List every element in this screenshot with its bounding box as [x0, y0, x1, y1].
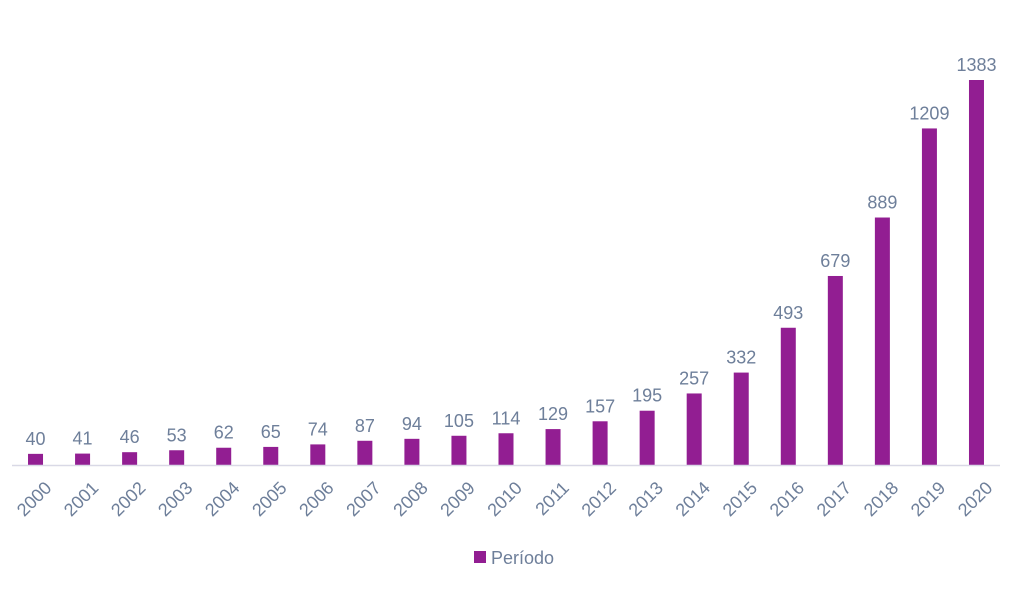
bar-2007	[357, 440, 373, 465]
bar-2015	[733, 372, 749, 465]
x-tick-label-2009: 2009	[436, 478, 478, 520]
bar-2003	[169, 450, 185, 465]
legend-swatch	[474, 551, 486, 563]
bar-2011	[545, 429, 561, 465]
legend: Período	[474, 548, 554, 568]
x-tick-label-2000: 2000	[13, 478, 55, 520]
value-label-2008: 94	[402, 414, 422, 434]
x-tick-label-2005: 2005	[248, 478, 290, 520]
x-tick-label-2010: 2010	[483, 478, 525, 520]
x-tick-label-2012: 2012	[578, 478, 620, 520]
x-tick-labels-group: 2000 2001 2002 2003 2004 2005 2006 2007 2008 2009…	[13, 478, 996, 520]
value-label-2002: 46	[120, 427, 140, 447]
value-label-2013: 195	[632, 386, 662, 406]
x-tick-label-2018: 2018	[860, 478, 902, 520]
x-tick-label-2004: 2004	[201, 478, 243, 520]
bar-2018	[874, 217, 890, 465]
x-tick-label-2015: 2015	[719, 478, 761, 520]
bar-2016	[780, 327, 796, 465]
value-label-2001: 41	[73, 429, 93, 449]
value-label-2018: 889	[867, 193, 897, 213]
x-tick-label-2001: 2001	[60, 478, 102, 520]
bar-2013	[639, 410, 655, 465]
value-label-2007: 87	[355, 416, 375, 436]
bar-2017	[827, 275, 843, 465]
x-tick-label-2003: 2003	[154, 478, 196, 520]
x-tick-label-2017: 2017	[813, 478, 855, 520]
value-label-2020: 1383	[956, 55, 996, 75]
value-label-2010: 114	[492, 408, 521, 428]
bar-2005	[263, 446, 279, 465]
x-tick-label-2019: 2019	[907, 478, 949, 520]
value-label-2005: 65	[261, 422, 281, 442]
value-label-2016: 493	[773, 303, 803, 323]
value-label-2019: 1209	[909, 103, 949, 123]
value-label-2004: 62	[214, 423, 234, 443]
value-label-2006: 74	[308, 419, 328, 439]
bar-2010	[498, 433, 514, 465]
x-tick-label-2016: 2016	[766, 478, 808, 520]
bar-2019	[921, 128, 937, 465]
legend-label-periodo: Período	[491, 548, 554, 568]
x-tick-label-2020: 2020	[954, 478, 996, 520]
bar-2006	[310, 444, 326, 465]
x-tick-label-2002: 2002	[107, 478, 149, 520]
value-label-2000: 40	[26, 429, 46, 449]
bar-2008	[404, 438, 420, 465]
bar-2014	[686, 393, 702, 465]
value-label-2012: 157	[585, 396, 615, 416]
bars-group	[28, 80, 984, 465]
x-tick-label-2008: 2008	[389, 478, 431, 520]
bar-2020	[968, 80, 984, 465]
x-tick-label-2007: 2007	[342, 478, 384, 520]
x-tick-label-2011: 2011	[531, 478, 573, 520]
value-label-2017: 679	[820, 251, 850, 271]
value-label-2011: 129	[538, 404, 568, 424]
value-label-2014: 257	[679, 368, 709, 388]
bar-2012	[592, 421, 608, 465]
value-labels-group: 40 41 46 53 62 65 74 87 94 105 114 129 157 195 257 332 4…	[26, 55, 997, 449]
x-tick-label-2013: 2013	[625, 478, 667, 520]
x-tick-label-2014: 2014	[672, 478, 714, 520]
value-label-2003: 53	[167, 425, 187, 445]
value-label-2009: 105	[444, 411, 474, 431]
bar-2004	[216, 447, 232, 465]
bar-2002	[122, 452, 138, 465]
bar-2009	[451, 435, 467, 465]
bar-2001	[75, 453, 91, 465]
x-tick-label-2006: 2006	[295, 478, 337, 520]
value-label-2015: 332	[726, 348, 756, 368]
bar-2000	[28, 453, 44, 465]
